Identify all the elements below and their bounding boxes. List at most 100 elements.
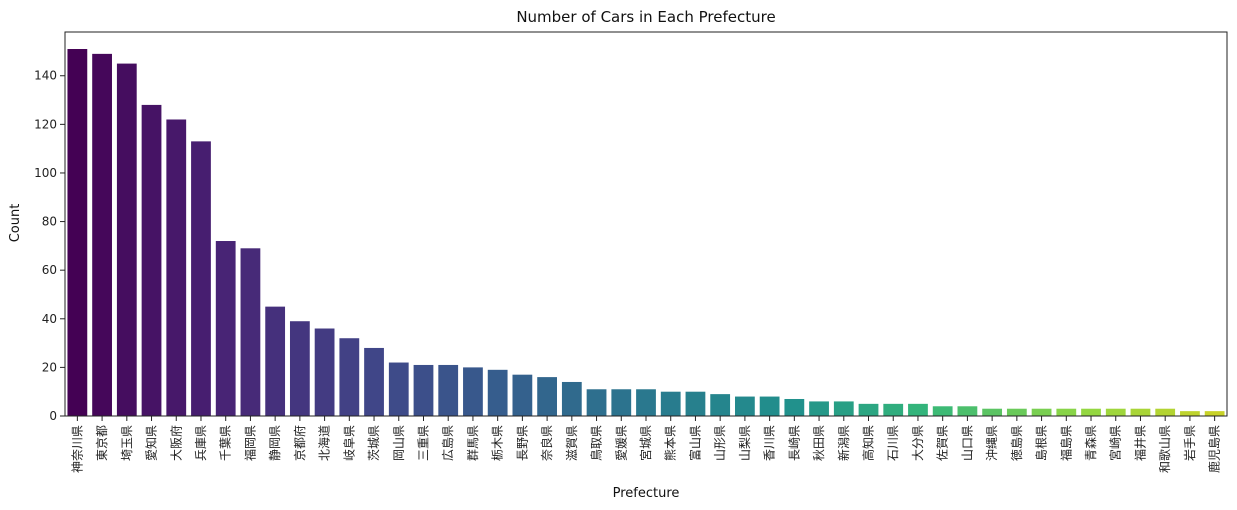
bar-和歌山県 [1155, 408, 1176, 416]
x-tick-label: 東京都 [95, 425, 109, 461]
x-axis-title: Prefecture [613, 486, 680, 501]
bar-宮城県 [636, 389, 656, 416]
x-tick-label: 和歌山県 [1157, 425, 1172, 473]
bar-北海道 [314, 328, 335, 416]
bar-神奈川県 [67, 49, 88, 416]
x-tick-label: 石川県 [886, 425, 900, 461]
x-tick-label: 島根県 [1034, 425, 1049, 461]
y-tick-label: 60 [42, 263, 57, 277]
chart-title: Number of Cars in Each Prefecture [516, 8, 775, 26]
bar-埼玉県 [116, 63, 137, 417]
x-tick-label: 奈良県 [539, 425, 554, 461]
bar-鹿児島県 [1204, 411, 1225, 416]
x-tick-label: 埼玉県 [120, 425, 134, 461]
x-tick-label: 富山県 [687, 425, 702, 461]
bar-岩手県 [1180, 411, 1200, 416]
bar-新潟県 [833, 401, 854, 416]
bar-香川県 [759, 396, 780, 416]
x-tick-label: 福井県 [1132, 425, 1147, 461]
bar-高知県 [858, 403, 879, 416]
bar-広島県 [438, 364, 459, 416]
x-tick-label: 熊本県 [663, 425, 678, 461]
bar-長崎県 [784, 398, 805, 416]
x-tick-label: 新潟県 [836, 425, 851, 461]
x-tick-label: 岩手県 [1182, 425, 1197, 461]
x-tick-label: 大分県 [911, 425, 925, 461]
bar-石川県 [883, 403, 904, 416]
x-tick-label: 長崎県 [787, 425, 801, 461]
x-tick-label: 茨城県 [367, 425, 381, 461]
bar-島根県 [1031, 408, 1052, 416]
bar-福岡県 [240, 248, 261, 416]
y-tick-label: 80 [42, 215, 57, 229]
bar-山梨県 [735, 396, 755, 416]
bar-山形県 [710, 394, 731, 416]
x-tick-label: 愛媛県 [614, 425, 628, 461]
bar-茨城県 [364, 347, 384, 416]
x-tick-label: 岐阜県 [342, 425, 356, 461]
x-tick-label: 群馬県 [466, 425, 480, 461]
bar-三重県 [413, 364, 434, 416]
y-tick-label: 20 [42, 360, 57, 374]
bar-熊本県 [660, 391, 681, 416]
x-tick-label: 長野県 [515, 425, 529, 461]
x-tick-label: 宮崎県 [1108, 425, 1123, 461]
x-tick-label: 千葉県 [219, 425, 233, 461]
x-tick-label: 栃木県 [491, 425, 505, 461]
y-axis-title: Count [8, 204, 23, 243]
bar-京都府 [289, 321, 310, 416]
x-tick-label: 徳島県 [1009, 425, 1024, 461]
bar-群馬県 [463, 367, 483, 416]
x-tick-label: 大阪府 [168, 425, 183, 461]
bar-徳島県 [1006, 408, 1027, 416]
x-tick-label: 三重県 [416, 425, 430, 461]
bar-千葉県 [215, 241, 236, 416]
x-tick-label: 秋田県 [812, 425, 826, 461]
bar-大分県 [908, 403, 928, 416]
bar-静岡県 [265, 306, 286, 416]
x-tick-label: 兵庫県 [194, 425, 208, 461]
bar-富山県 [685, 391, 706, 416]
x-tick-label: 宮城県 [638, 425, 653, 461]
y-tick-label: 120 [34, 117, 57, 131]
y-tick-label: 40 [42, 312, 57, 326]
y-tick-label: 140 [34, 69, 57, 83]
bar-佐賀県 [932, 406, 953, 416]
bar-兵庫県 [191, 141, 211, 416]
bar-栃木県 [487, 369, 508, 416]
bar-滋賀県 [561, 381, 582, 416]
bar-愛媛県 [611, 389, 632, 416]
plot-frame [64, 31, 1228, 417]
bar-大阪府 [166, 119, 187, 417]
bar-岡山県 [388, 362, 409, 416]
x-tick-label: 愛知県 [145, 425, 159, 461]
x-tick-label: 鳥取県 [589, 425, 604, 461]
bar-福島県 [1056, 408, 1077, 416]
plot-area: 0 20 40 60 80 100 120 140 神奈川県 東京都 埼玉県 愛知県 大阪府 兵庫県 千葉県… [34, 31, 1228, 473]
x-tick-label: 高知県 [861, 425, 876, 461]
bar-福井県 [1130, 408, 1151, 416]
bar-鳥取県 [586, 389, 607, 416]
bar-山口県 [957, 406, 978, 416]
bar-秋田県 [809, 401, 829, 416]
bar-青森県 [1081, 408, 1101, 416]
bar-宮崎県 [1105, 408, 1126, 416]
x-tick-label: 福島県 [1058, 425, 1073, 461]
x-tick-label: 静岡県 [268, 425, 282, 461]
x-tick-label: 鹿児島県 [1207, 425, 1222, 473]
x-tick-label: 福岡県 [242, 425, 257, 461]
x-tick-label: 北海道 [317, 425, 332, 461]
y-tick-label: 100 [34, 166, 57, 180]
x-tick-label: 青森県 [1083, 425, 1098, 461]
x-tick-label: 佐賀県 [936, 425, 950, 461]
x-tick-label: 広島県 [440, 425, 455, 461]
bar-沖縄県 [982, 408, 1003, 416]
bar-奈良県 [537, 377, 557, 416]
x-tick-label: 滋賀県 [565, 425, 579, 461]
x-tick-label: 岡山県 [392, 425, 406, 461]
bar-東京都 [92, 53, 112, 417]
x-tick-label: 神奈川県 [70, 425, 84, 473]
bar-岐阜県 [339, 338, 360, 416]
